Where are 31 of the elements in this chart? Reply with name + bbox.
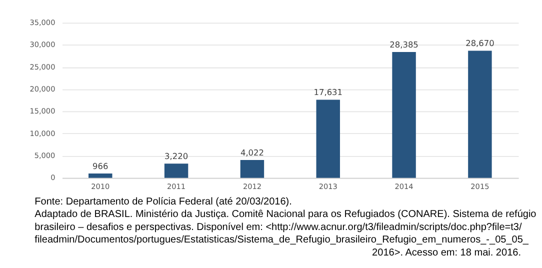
bar <box>468 50 492 178</box>
data-label: 4,022 <box>240 147 264 158</box>
text: brasileiro – desafios e perspectivas. Disponível em: <http://www.acnur.org/t3/fileadmin/scripts/doc.php?file=t3/ <box>34 222 522 233</box>
text: 2016>. Acesso em: 18 mai. 2016. <box>372 247 522 258</box>
bar <box>164 164 188 178</box>
data-label: 17,631 <box>314 87 342 98</box>
y-tick-label: 25,000 <box>30 62 56 72</box>
x-tick-label: 2010 <box>91 182 110 192</box>
data-label: 966 <box>92 161 108 171</box>
bar <box>392 52 416 178</box>
data-label: 3,220 <box>164 151 188 162</box>
x-tick-label: 2013 <box>318 182 338 192</box>
bar <box>316 100 340 178</box>
source-note: Fonte: Departamento de Polícia Federal (até 20/03/2016). <box>34 196 292 208</box>
x-tick-label: 2012 <box>242 182 262 192</box>
y-tick-label: 15,000 <box>30 106 56 116</box>
y-tick-label: 30,000 <box>30 40 56 50</box>
y-tick-label: 20,000 <box>30 84 56 94</box>
bar <box>88 174 112 178</box>
y-tick-label: 35,000 <box>30 18 56 28</box>
data-label: 28,385 <box>390 39 418 50</box>
y-tick-label: 0 <box>50 173 56 182</box>
data-label: 28,670 <box>466 38 494 48</box>
x-tick-label: 2014 <box>394 182 414 192</box>
y-tick-label: 10,000 <box>30 128 56 138</box>
x-tick-label: 2011 <box>167 182 186 192</box>
y-tick-label: 5,000 <box>34 150 56 160</box>
x-tick-label: 2015 <box>470 182 490 192</box>
text: fileadmin/Documentos/portugues/Estatisticas/Sistema_de_Refugio_brasileiro_Refugio_em_numeros_-_05_05_ <box>34 234 529 246</box>
bar <box>240 160 264 178</box>
text: Adaptado de BRASIL. Ministério da Justiça. Comitê Nacional para os Refugiados (CONARE). Sistema de refúgio <box>34 209 537 220</box>
